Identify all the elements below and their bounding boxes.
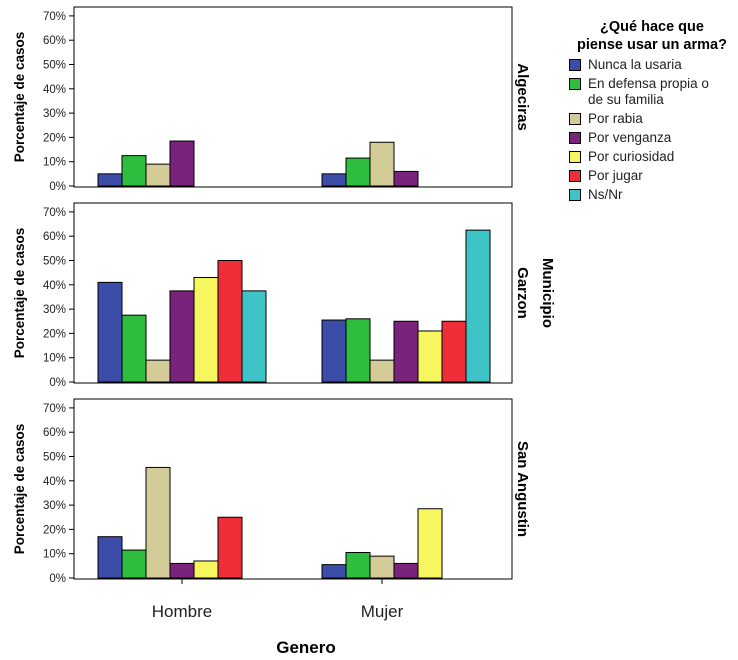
legend-label: En defensa propia o de su familia [588,76,709,107]
bar-san-angustin-mujer-series-1 [345,551,371,579]
bar-algeciras-mujer-series-1 [345,157,371,187]
y-tick-label: 0% [49,377,66,389]
y-tick-label: 50% [43,256,66,268]
bar-garzon-hombre-series-4 [193,277,219,383]
y-tick-label: 10% [43,353,66,365]
bar-san-angustin-mujer-series-0 [321,564,347,579]
legend-title-line-1: ¿Qué hace que [600,19,704,35]
legend-label: Por curiosidad [588,149,675,164]
y-tick-label: 50% [43,60,66,72]
legend-label: Por rabia [588,111,643,126]
y-tick-label: 10% [43,549,66,561]
bar-garzon-mujer-series-4 [417,330,443,383]
legend-label: Por jugar [588,168,643,183]
bar-garzon-hombre-series-6 [241,290,267,383]
bar-garzon-hombre-series-2 [145,359,171,383]
legend-items: Nunca la usaria En defensa propia o de su… [566,57,738,203]
legend-swatch [569,78,581,90]
legend-swatch [569,59,581,71]
bar-san-angustin-hombre-series-3 [169,562,195,579]
bar-san-angustin-hombre-series-0 [97,536,123,579]
y-tick-label: 40% [43,280,66,292]
legend-item: En defensa propia o de su familia [566,76,738,108]
y-axis-title: Porcentaje de casos [12,32,27,163]
x-axis-title: Genero [276,638,336,657]
y-tick-label: 20% [43,524,66,536]
bar-algeciras-hombre-series-3 [169,140,195,187]
y-tick-label: 60% [43,35,66,47]
bar-garzon-mujer-series-0 [321,319,347,383]
legend-swatch [569,151,581,163]
panel-group-label: Municipio [539,258,556,328]
x-category-label: Mujer [361,602,404,621]
bar-garzon-mujer-series-3 [393,320,419,383]
legend-item: Ns/Nr [566,187,738,203]
y-tick-label: 70% [43,11,66,23]
legend-label: Nunca la usaria [588,57,682,72]
legend-item: Por curiosidad [566,149,738,165]
panel-frame [73,6,513,188]
bar-san-angustin-hombre-series-1 [121,549,147,579]
y-tick-label: 70% [43,403,66,415]
legend-label: Por venganza [588,130,672,145]
y-tick-label: 0% [49,181,66,193]
bar-algeciras-mujer-series-0 [321,173,347,187]
y-tick-label: 40% [43,476,66,488]
legend-item: Por jugar [566,168,738,184]
legend-title-line-2: piense usar un arma? [577,37,727,53]
y-tick-label: 30% [43,108,66,120]
bar-garzon-mujer-series-6 [465,229,491,383]
x-category-label: Hombre [152,602,212,621]
bar-algeciras-mujer-series-2 [369,141,395,187]
y-axis-title: Porcentaje de casos [12,424,27,555]
y-tick-label: 30% [43,304,66,316]
bar-garzon-hombre-series-5 [217,260,243,383]
bar-garzon-mujer-series-1 [345,318,371,383]
bar-garzon-hombre-series-1 [121,314,147,383]
legend-swatch [569,170,581,182]
bar-garzon-hombre-series-3 [169,290,195,383]
bar-garzon-mujer-series-2 [369,359,395,383]
y-tick-label: 50% [43,452,66,464]
y-tick-label: 60% [43,427,66,439]
y-axis-title: Porcentaje de casos [12,228,27,359]
legend-item: Por rabia [566,111,738,127]
bar-san-angustin-mujer-series-4 [417,508,443,579]
bar-san-angustin-hombre-series-4 [193,560,219,579]
bar-san-angustin-hombre-series-5 [217,516,243,579]
bar-san-angustin-mujer-series-3 [393,562,419,579]
legend-item: Nunca la usaria [566,57,738,73]
bar-san-angustin-mujer-series-2 [369,555,395,579]
y-tick-label: 20% [43,132,66,144]
legend-swatch [569,132,581,144]
bar-algeciras-hombre-series-0 [97,173,123,187]
panel-label: San Angustin [514,441,531,537]
bar-algeciras-hombre-series-2 [145,163,171,187]
panel-label: Garzon [514,267,531,319]
legend: ¿Qué hace que piense usar un arma? Nunca… [566,18,738,203]
panel-label: Algeciras [514,63,531,131]
bar-algeciras-mujer-series-3 [393,170,419,187]
bar-algeciras-hombre-series-1 [121,155,147,187]
y-tick-label: 0% [49,573,66,585]
y-tick-label: 40% [43,84,66,96]
legend-swatch [569,189,581,201]
bar-san-angustin-hombre-series-2 [145,466,171,579]
bar-garzon-mujer-series-5 [441,320,467,383]
legend-title: ¿Qué hace que piense usar un arma? [566,18,738,54]
y-tick-label: 70% [43,207,66,219]
y-tick-label: 20% [43,328,66,340]
legend-item: Por venganza [566,130,738,146]
y-tick-label: 30% [43,500,66,512]
y-tick-label: 60% [43,231,66,243]
y-tick-label: 10% [43,157,66,169]
bar-garzon-hombre-series-0 [97,281,123,383]
legend-swatch [569,113,581,125]
legend-label: Ns/Nr [588,187,623,202]
